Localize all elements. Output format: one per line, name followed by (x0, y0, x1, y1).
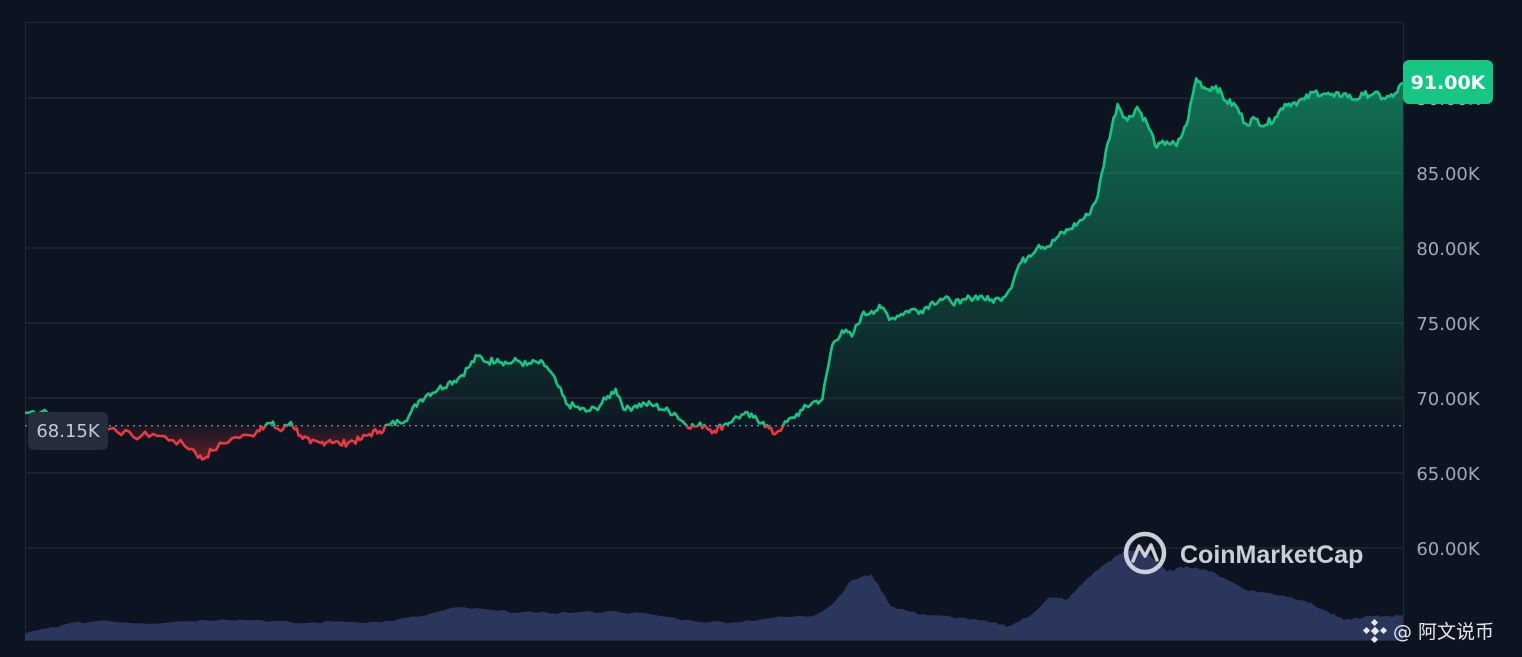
y-tick-label: 60.00K (1416, 539, 1481, 560)
y-tick-label: 70.00K (1416, 389, 1481, 410)
current-price-text: 91.00K (1411, 72, 1487, 94)
coinmarketcap-watermark: CoinMarketCap (1123, 531, 1363, 575)
coinmarketcap-logo-icon (1123, 531, 1167, 575)
price-area-below-baseline (25, 425, 1403, 460)
price-line-up (24, 77, 1404, 426)
footer-caption-text: @ 阿文说币 (1393, 621, 1494, 643)
baseline-label-text: 68.15K (36, 421, 101, 442)
current-price-label: 91.00K (1403, 60, 1493, 104)
volume-area (25, 550, 1403, 640)
price-line-down (62, 425, 785, 461)
watermark-brand: CoinMarketCap (1180, 541, 1363, 569)
baseline-label: 68.15K (28, 412, 108, 450)
y-tick-label: 75.00K (1416, 314, 1481, 335)
plot-frame (25, 22, 1404, 641)
y-tick-label: 80.00K (1416, 239, 1481, 260)
y-axis-ticks: 60.00K65.00K70.00K75.00K80.00K85.00K90.0… (1416, 89, 1481, 560)
price-area-above-baseline (25, 78, 1403, 426)
y-tick-label: 65.00K (1416, 464, 1481, 485)
y-tick-label: 85.00K (1416, 164, 1481, 185)
